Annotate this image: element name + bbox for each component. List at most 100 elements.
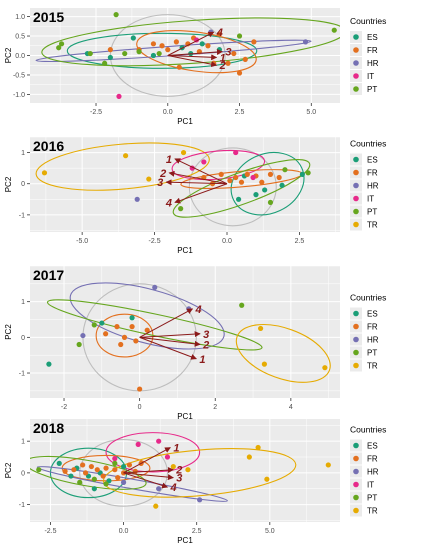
arrow-label-3: 3 xyxy=(157,177,163,189)
point-TR xyxy=(255,444,261,451)
point-ES xyxy=(253,192,259,198)
point-FR xyxy=(267,171,274,177)
point-FR xyxy=(244,171,250,177)
arrow-label-4: 4 xyxy=(195,304,202,316)
point-ES xyxy=(91,486,97,492)
point-FR xyxy=(118,341,124,348)
point-PT xyxy=(91,322,97,328)
legend-key-ES xyxy=(353,156,359,163)
point-HR xyxy=(120,479,127,485)
y-tick-label: 0.0 xyxy=(15,53,25,60)
loading-arrow-3 xyxy=(123,472,174,481)
legend-key-TR xyxy=(353,221,359,228)
ellipse-ES xyxy=(230,151,305,216)
ellipse-HR xyxy=(69,282,225,350)
point-PT xyxy=(236,33,243,39)
y-tick-label: 0 xyxy=(21,181,25,188)
ellipse-TR xyxy=(102,448,297,498)
legend-label-ES: ES xyxy=(367,442,378,451)
point-PT xyxy=(305,170,311,176)
point-ES xyxy=(129,315,135,321)
point-IT xyxy=(164,454,171,460)
point-TR xyxy=(123,153,129,159)
point-FR xyxy=(129,324,135,330)
ellipse-FR xyxy=(136,30,257,74)
point-IT xyxy=(112,456,118,462)
point-ES xyxy=(130,35,136,41)
ellipse-IT xyxy=(171,149,266,181)
point-FR xyxy=(137,386,143,392)
panel-title: 2017 xyxy=(33,267,64,283)
point-FR xyxy=(216,31,223,37)
legend-label-FR: FR xyxy=(367,323,378,332)
point-ES xyxy=(235,196,242,202)
arrow-label-1: 1 xyxy=(173,443,179,455)
point-ES xyxy=(107,54,113,61)
point-TR xyxy=(325,462,331,468)
point-HR xyxy=(302,39,309,45)
legend-title: Countries xyxy=(350,16,386,26)
point-TR xyxy=(170,463,176,470)
x-axis-label: PC1 xyxy=(177,246,193,255)
arrow-label-2: 2 xyxy=(219,60,226,72)
ellipse-grey xyxy=(188,147,277,227)
y-tick-label: -1 xyxy=(19,371,25,378)
legend-label-HR: HR xyxy=(367,336,379,345)
arrow-label-3: 3 xyxy=(176,473,182,485)
point-TR xyxy=(261,361,267,367)
ellipse-TR xyxy=(35,142,210,191)
legend-label-PT: PT xyxy=(367,494,377,503)
plot-background xyxy=(30,266,340,398)
point-FR xyxy=(114,324,120,330)
point-PT xyxy=(76,341,82,348)
legend-key-ES xyxy=(353,310,359,317)
point-IT xyxy=(201,159,207,165)
point-HR xyxy=(80,332,86,339)
point-FR xyxy=(227,178,233,184)
point-FR xyxy=(238,179,245,185)
point-FR xyxy=(133,338,139,344)
loading-arrow-3 xyxy=(167,48,223,56)
point-FR xyxy=(103,465,109,471)
point-ES xyxy=(279,182,285,188)
x-tick-label: 2.5 xyxy=(235,109,245,116)
point-ES xyxy=(46,361,52,367)
point-FR xyxy=(126,462,133,468)
arrow-label-3: 3 xyxy=(225,47,231,59)
point-PT xyxy=(267,199,274,206)
point-ES xyxy=(68,473,74,479)
ellipse-PT xyxy=(41,17,340,67)
ellipse-TR xyxy=(235,323,331,383)
point-TR xyxy=(258,325,264,332)
y-axis-label: PC2 xyxy=(4,462,13,478)
loading-arrow-1 xyxy=(174,158,228,185)
legend-key-HR xyxy=(353,468,359,475)
point-ES xyxy=(299,171,305,177)
point-FR xyxy=(80,462,86,468)
legend-label-PT: PT xyxy=(367,349,377,358)
legend-title: Countries xyxy=(350,425,386,435)
legend-label-IT: IT xyxy=(367,72,374,81)
panel-title: 2015 xyxy=(33,9,64,25)
legend-key-IT xyxy=(353,481,359,488)
y-tick-label: 0.5 xyxy=(15,34,25,41)
point-ES xyxy=(56,460,62,466)
ellipse-PT xyxy=(30,455,147,490)
panel-title: 2018 xyxy=(33,420,64,436)
ellipse-PT xyxy=(46,299,263,351)
loading-arrow-4 xyxy=(139,308,194,338)
point-ES xyxy=(199,41,205,47)
point-FR xyxy=(159,43,165,49)
point-FR xyxy=(88,463,95,470)
y-tick-label: 1 xyxy=(21,299,25,306)
loading-arrow-2 xyxy=(139,336,201,347)
point-FR xyxy=(205,43,211,49)
x-tick-label: 2 xyxy=(213,404,217,411)
arrow-label-4: 4 xyxy=(216,27,223,39)
legend-key-FR xyxy=(353,169,359,176)
loading-arrow-1 xyxy=(139,336,197,360)
legend-label-TR: TR xyxy=(367,507,378,516)
point-PT xyxy=(282,167,288,173)
